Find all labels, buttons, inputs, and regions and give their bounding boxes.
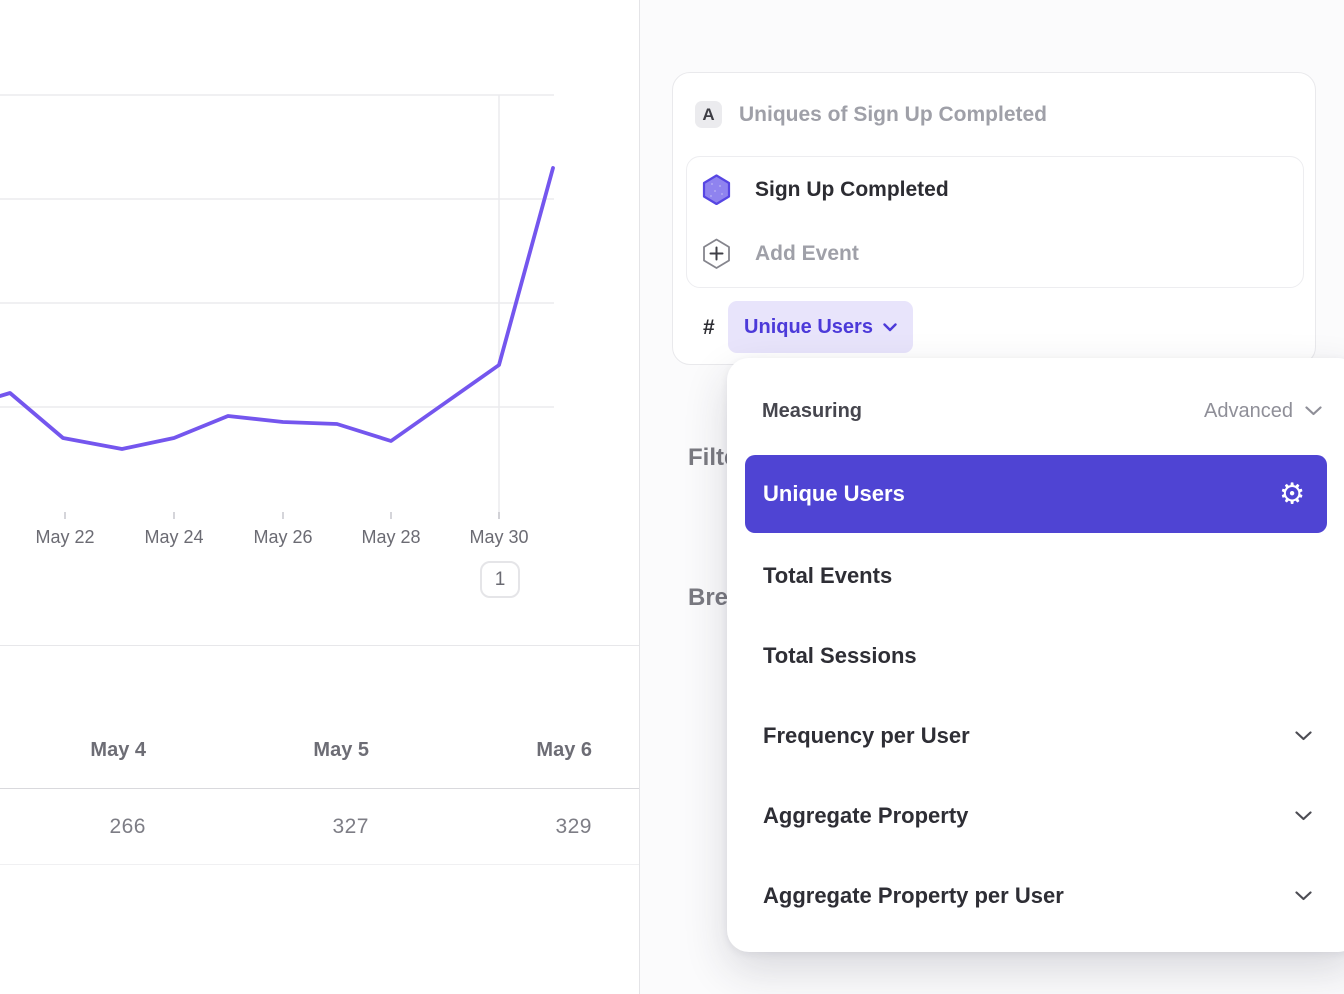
panel-divider bbox=[639, 0, 640, 994]
table-cell: 327 bbox=[332, 814, 369, 838]
measuring-label: Measuring bbox=[762, 399, 863, 422]
table-column-header: May 4 bbox=[90, 739, 146, 761]
chart-page-badge[interactable]: 1 bbox=[480, 561, 520, 598]
chevron-down-icon bbox=[1295, 811, 1312, 821]
x-axis-label: May 22 bbox=[35, 527, 94, 547]
chevron-down-icon bbox=[883, 322, 897, 331]
chevron-down-icon bbox=[1295, 731, 1312, 741]
menu-item-aggregate-property-per-user[interactable]: Aggregate Property per User bbox=[763, 856, 1312, 936]
table-cell: 329 bbox=[555, 814, 592, 838]
measure-hash-symbol: # bbox=[703, 316, 715, 339]
x-axis-label: May 30 bbox=[469, 527, 528, 547]
measurement-selector-chip[interactable]: Unique Users bbox=[728, 301, 913, 353]
metric-query-card: A Uniques of Sign Up Completed Sign Up C… bbox=[672, 72, 1316, 365]
menu-item-total-sessions[interactable]: Total Sessions bbox=[763, 616, 1312, 696]
line-chart[interactable]: May 22 May 24 May 26 May 28 May 30 bbox=[0, 0, 640, 560]
add-event-hexagon-plus-icon bbox=[703, 238, 730, 269]
menu-item-aggregate-property[interactable]: Aggregate Property bbox=[763, 776, 1312, 856]
event-hexagon-icon bbox=[702, 174, 731, 205]
menu-item-label: Total Events bbox=[763, 563, 893, 588]
table-column-header: May 6 bbox=[536, 739, 592, 761]
add-event-button[interactable]: Add Event bbox=[702, 238, 859, 269]
chevron-down-icon bbox=[1305, 406, 1322, 416]
menu-item-label: Frequency per User bbox=[763, 723, 970, 748]
event-card: Sign Up Completed Add Event bbox=[686, 156, 1304, 288]
metric-title: Uniques of Sign Up Completed bbox=[739, 102, 1047, 126]
table-cell: 266 bbox=[109, 814, 146, 838]
advanced-mode-label: Advanced bbox=[1204, 399, 1293, 422]
query-builder-panel: A Uniques of Sign Up Completed Sign Up C… bbox=[640, 0, 1344, 994]
event-row[interactable]: Sign Up Completed bbox=[702, 174, 949, 205]
x-axis-label: May 26 bbox=[253, 527, 312, 547]
menu-item-total-events[interactable]: Total Events bbox=[763, 536, 1312, 616]
results-table-row: 266 327 329 bbox=[0, 789, 639, 864]
results-table: May 4 May 5 May 6 266 327 329 bbox=[0, 645, 639, 865]
add-event-label: Add Event bbox=[755, 241, 859, 265]
x-axis-label: May 28 bbox=[361, 527, 420, 547]
menu-item-unique-users-selected[interactable]: Unique Users ⚙ bbox=[745, 455, 1327, 533]
table-divider bbox=[0, 864, 639, 865]
menu-item-frequency-per-user[interactable]: Frequency per User bbox=[763, 696, 1312, 776]
gear-icon[interactable]: ⚙ bbox=[1279, 476, 1305, 511]
series-line[interactable] bbox=[0, 166, 555, 451]
results-table-header: May 4 May 5 May 6 bbox=[0, 646, 639, 788]
chevron-down-icon bbox=[1295, 891, 1312, 901]
dropdown-header: Measuring Advanced bbox=[762, 397, 1322, 425]
table-column-header: May 5 bbox=[313, 739, 369, 761]
measuring-dropdown-menu: Measuring Advanced Unique Users ⚙ Total … bbox=[727, 358, 1344, 952]
measurement-value: Unique Users bbox=[744, 315, 873, 338]
menu-item-label: Total Sessions bbox=[763, 643, 917, 668]
advanced-mode-selector[interactable]: Advanced bbox=[1204, 400, 1322, 423]
menu-item-label: Aggregate Property bbox=[763, 803, 969, 828]
x-axis-label: May 24 bbox=[144, 527, 203, 547]
menu-item-label: Aggregate Property per User bbox=[763, 883, 1064, 908]
event-name: Sign Up Completed bbox=[755, 177, 949, 201]
table-divider bbox=[0, 788, 639, 789]
series-row: A Uniques of Sign Up Completed bbox=[695, 101, 1047, 128]
series-letter-badge[interactable]: A bbox=[695, 101, 722, 128]
selected-item-label: Unique Users bbox=[763, 481, 905, 506]
